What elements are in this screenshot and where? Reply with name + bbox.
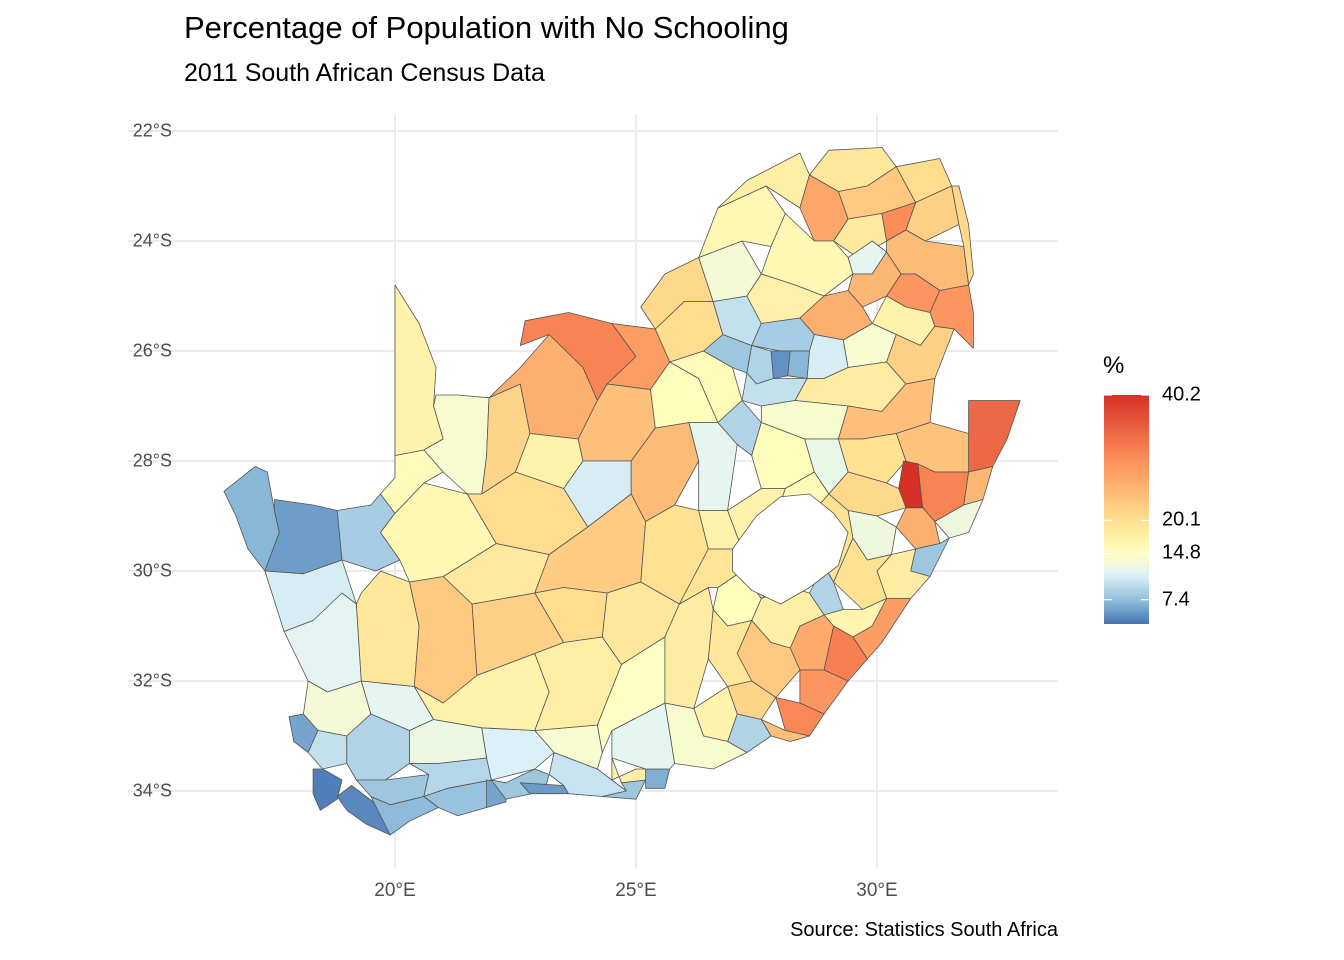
colorbar <box>1104 394 1149 624</box>
region-dawid-kruiper <box>394 284 444 456</box>
y-tick-label: 28°S <box>132 450 172 471</box>
x-tick-label: 25°E <box>615 880 657 901</box>
chart-caption: Source: Statistics South Africa <box>790 919 1058 941</box>
y-tick-label: 26°S <box>132 340 172 361</box>
region-umhlathuze <box>934 499 984 539</box>
region-makana <box>664 702 748 770</box>
map-holes <box>732 493 849 605</box>
y-tick-label: 24°S <box>132 230 172 251</box>
x-tick-label: 30°E <box>856 880 898 901</box>
region-mnquma <box>775 697 825 737</box>
chart-title: Percentage of Population with No Schooli… <box>184 10 789 45</box>
legend-break-label: 40.2 <box>1162 383 1201 406</box>
region-harry-gwala <box>833 537 892 610</box>
colorbar-ticks <box>1104 394 1149 601</box>
region-cape-town <box>312 768 343 811</box>
legend-title: % <box>1103 352 1125 379</box>
region-ikwezi <box>611 757 646 784</box>
colorbar-rect <box>1104 395 1149 624</box>
map-regions <box>223 147 1021 836</box>
hole-lesotho <box>732 493 849 605</box>
region-ekurhuleni <box>787 350 810 379</box>
region-lukhanji <box>707 609 753 687</box>
region-nelson-mandela-bay <box>645 768 671 789</box>
x-tick-label: 20°E <box>374 880 416 901</box>
y-tick-label: 30°S <box>132 560 172 581</box>
y-tick-label: 22°S <box>132 120 172 141</box>
legend-break-label: 20.1 <box>1162 508 1201 531</box>
y-tick-label: 32°S <box>132 670 172 691</box>
region-kruger-park <box>951 185 974 286</box>
chart-subtitle: 2011 South African Census Data <box>184 59 545 87</box>
region-mbhashe <box>799 669 849 715</box>
region-johannesburg <box>770 350 791 379</box>
region-karoo-hoogland <box>355 570 420 687</box>
region-siyathemba <box>380 482 497 583</box>
legend-break-label: 7.4 <box>1162 588 1190 611</box>
y-tick-label: 34°S <box>132 780 172 801</box>
legend-break-label: 14.8 <box>1162 541 1201 564</box>
